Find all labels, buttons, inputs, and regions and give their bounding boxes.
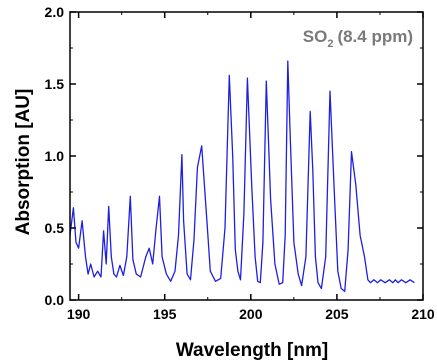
plot-area (69, 11, 424, 301)
annotation-concentration: (8.4 ppm) (337, 27, 413, 46)
series-line-0 (69, 60, 415, 293)
x-tick-label: 200 (239, 306, 263, 322)
x-tick-label: 205 (325, 306, 349, 322)
y-tick-label: 2.0 (45, 4, 65, 20)
y-axis-title: Absorption [AU] (13, 89, 34, 236)
y-tick-label: 1.0 (45, 148, 65, 164)
y-tick-label: 0.0 (45, 292, 65, 308)
plot-frame (69, 11, 424, 301)
concentration-annotation: SO2 (8.4 ppm) (303, 27, 413, 50)
annotation-subscript: 2 (327, 38, 333, 50)
x-tick-label: 190 (67, 306, 91, 322)
x-axis-title: Wavelength [nm] (176, 340, 328, 361)
x-axis: 190 195 200 205 210 (67, 12, 435, 322)
annotation-species: SO (303, 27, 328, 46)
y-tick-label: 0.5 (45, 220, 65, 236)
y-axis: 0.0 0.5 1.0 1.5 2.0 (45, 4, 423, 308)
y-tick-label: 1.5 (45, 76, 65, 92)
x-tick-label: 195 (153, 306, 177, 322)
x-tick-label: 210 (411, 306, 435, 322)
